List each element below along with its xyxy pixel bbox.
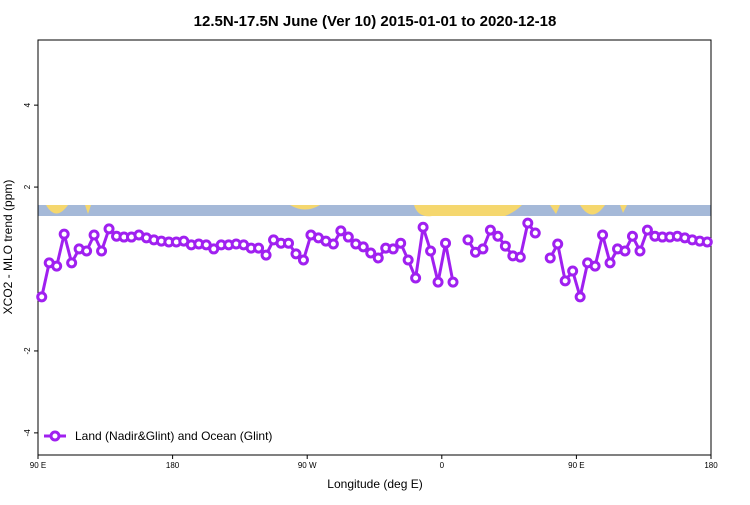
data-point [327,238,339,250]
data-point [619,245,631,257]
data-point [641,224,653,236]
y-tick-label: -4 [23,429,32,437]
data-point [103,223,115,235]
data-point [297,254,309,266]
legend-label: Land (Nadir&Glint) and Ocean (Glint) [75,429,272,443]
x-tick-label: 90 E [568,461,584,470]
data-point [387,243,399,255]
data-point [484,224,496,236]
data-point [529,227,541,239]
data-point [447,276,459,288]
data-point [604,257,616,269]
y-tick-label: 4 [23,102,32,107]
plot-frame [37,39,712,456]
data-point [567,265,579,277]
data-point [402,254,414,266]
data-point [36,291,48,303]
data-point [574,291,586,303]
data-point [372,252,384,264]
x-tick-label: 90 W [298,461,317,470]
data-point [432,276,444,288]
data-point [477,243,489,255]
x-tick-label: 180 [704,461,718,470]
legend: Land (Nadir&Glint) and Ocean (Glint) [44,429,272,443]
chart-title: 12.5N-17.5N June (Ver 10) 2015-01-01 to … [194,13,557,30]
data-point [522,217,534,229]
data-point [66,257,78,269]
data-point [492,230,504,242]
data-point [260,249,272,261]
data-point [51,260,63,272]
data-point [589,260,601,272]
x-tick-label: 0 [440,461,445,470]
series-line [40,226,455,298]
data-point [81,245,93,257]
data-point [597,229,609,241]
data-point [253,242,265,254]
data-point [440,237,452,249]
data-point [514,251,526,263]
y-axis-label: XCO2 - MLO trend (ppm) [1,180,15,315]
x-axis-label: Longitude (deg E) [327,477,422,491]
map-band [38,205,711,217]
x-tick-label: 180 [166,461,180,470]
data-point [357,241,369,253]
data-point [559,275,571,287]
y-tick-label: -2 [23,347,32,355]
data-point [626,230,638,242]
data-point [462,234,474,246]
legend-marker [49,430,61,442]
data-point [335,225,347,237]
y-tick-label: 2 [23,184,32,189]
data-point [88,229,100,241]
data-point [552,238,564,250]
data-point [342,231,354,243]
data-point [58,228,70,240]
data-point [410,272,422,284]
data-point [96,245,108,257]
data-point [634,245,646,257]
data-point [499,240,511,252]
data-point [290,248,302,260]
data-point [395,237,407,249]
x-tick-label: 90 E [30,461,46,470]
data-point [425,245,437,257]
data-point [365,247,377,259]
data-point [701,236,713,248]
data-point [544,252,556,264]
data-point [417,221,429,233]
data-point [283,237,295,249]
